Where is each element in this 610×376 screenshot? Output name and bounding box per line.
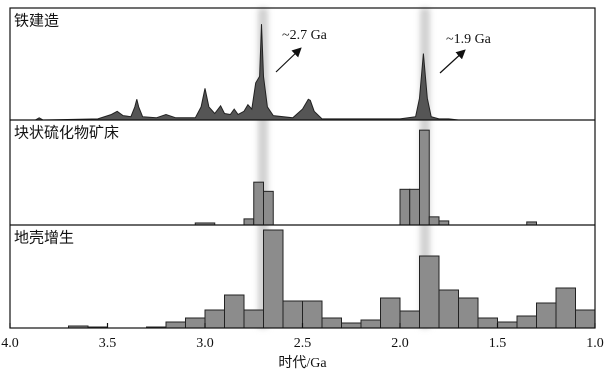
bar (458, 297, 479, 329)
bar (302, 300, 323, 329)
arrow (439, 49, 466, 74)
x-tick-label: 4.0 (1, 336, 19, 351)
arrow (275, 47, 302, 73)
bar (185, 317, 206, 329)
x-tick-label: 2.0 (391, 336, 409, 351)
bar (438, 289, 459, 329)
bar (263, 229, 284, 329)
bar (536, 302, 557, 329)
bar (399, 310, 420, 329)
bar (399, 188, 411, 226)
bar (555, 287, 576, 329)
bar (575, 309, 596, 329)
bar (438, 220, 450, 226)
bar (263, 190, 274, 226)
bar (360, 319, 381, 329)
bar (419, 129, 430, 226)
bar (516, 315, 537, 329)
x-tick-label: 1.0 (586, 336, 604, 351)
x-tick-label: 1.5 (489, 336, 507, 351)
annotation: ~2.7 Ga (282, 28, 328, 43)
bar (380, 297, 401, 329)
panel-title: 地壳增生 (14, 229, 74, 246)
x-tick-label: 3.0 (196, 336, 214, 351)
bar (224, 294, 245, 329)
highlight-band (258, 8, 268, 328)
panel-title: 铁建造 (14, 12, 59, 29)
x-tick-label: 2.5 (294, 336, 312, 351)
bar (428, 216, 440, 226)
bar (253, 181, 264, 226)
bar (321, 317, 342, 329)
bar (409, 188, 420, 226)
x-tick-label: 3.5 (99, 336, 117, 351)
density-line (10, 24, 595, 121)
panel-title: 块状硫化物矿床 (14, 124, 119, 141)
bar (497, 321, 518, 329)
bar (165, 321, 186, 329)
bar (204, 309, 225, 329)
bar (282, 300, 303, 329)
frame (9, 7, 596, 329)
x-axis-label: 时代/Ga (278, 355, 327, 371)
bar (243, 218, 255, 226)
bar (341, 322, 362, 329)
bar (477, 317, 498, 329)
bar (243, 309, 264, 329)
bar (419, 255, 440, 329)
annotation: ~1.9 Ga (446, 32, 492, 47)
